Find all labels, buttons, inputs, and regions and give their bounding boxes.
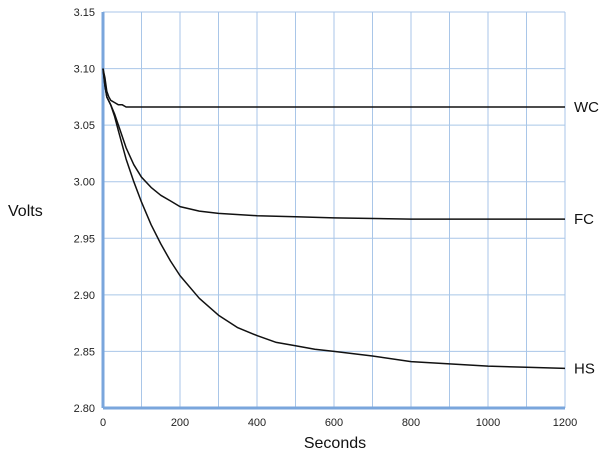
y-tick-label: 3.15 [74,7,95,19]
x-tick-label: 800 [402,417,420,429]
series-lines [102,68,566,370]
tick-labels: 0 200 400 600 800 1000 1200 2.80 2.85 2.90 2.95 3.0… [74,7,578,429]
y-tick-label: 2.80 [74,403,95,415]
series-labels: WC FC HS [574,99,599,377]
x-tick-label: 200 [171,417,189,429]
y-tick-label: 2.90 [74,290,95,302]
x-tick-label: 600 [325,417,343,429]
series-line-hs [102,68,566,370]
y-tick-label: 3.00 [74,177,95,189]
y-axis-label: Volts [8,203,43,220]
grid [103,11,566,408]
axes [101,12,565,410]
x-tick-label: 400 [248,417,266,429]
series-line-wc [102,68,565,108]
x-tick-label: 0 [100,417,106,429]
y-tick-label: 2.95 [74,233,95,245]
y-tick-label: 3.05 [74,120,95,132]
series-label-hs: HS [574,360,595,377]
series-label-wc: WC [574,99,599,116]
x-tick-label: 1200 [553,417,577,429]
x-axis-label: Seconds [304,435,366,452]
y-tick-label: 2.85 [74,346,95,358]
x-tick-label: 1000 [476,417,500,429]
y-tick-label: 3.10 [74,64,95,76]
series-label-fc: FC [574,211,594,228]
